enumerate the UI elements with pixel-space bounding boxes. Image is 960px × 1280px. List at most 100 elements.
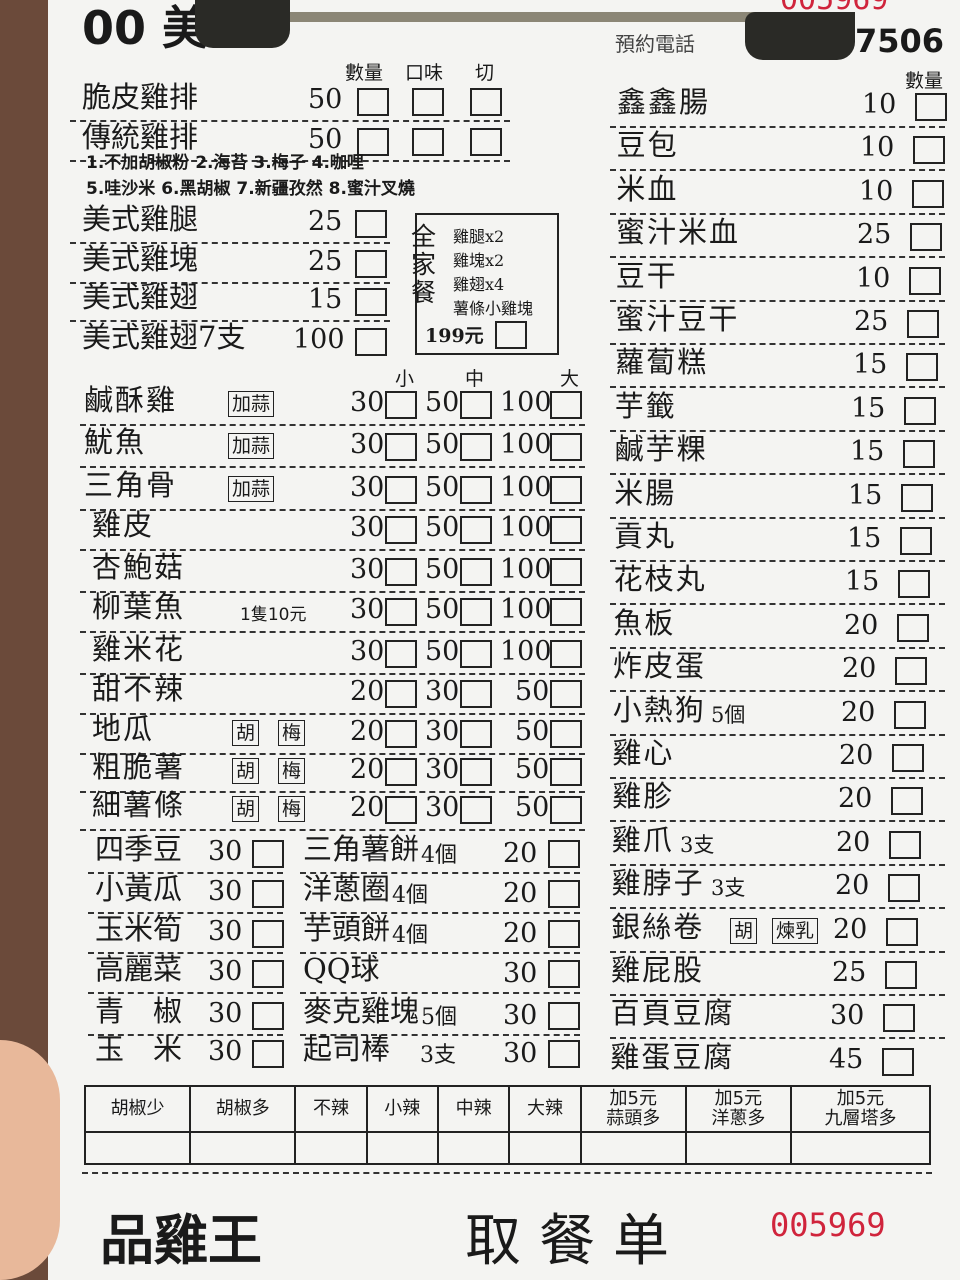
item-price: 25 xyxy=(854,306,889,337)
quantity-checkbox[interactable] xyxy=(460,433,492,461)
quantity-checkbox[interactable] xyxy=(892,744,924,772)
quantity-checkbox[interactable] xyxy=(252,1002,284,1030)
quantity-checkbox[interactable] xyxy=(357,88,389,116)
option-tag[interactable]: 加蒜 xyxy=(228,391,275,417)
option-tag[interactable]: 胡 xyxy=(232,720,260,746)
quantity-checkbox[interactable] xyxy=(460,516,492,544)
option-tag[interactable]: 胡 xyxy=(232,796,260,822)
quantity-checkbox[interactable] xyxy=(385,680,417,708)
option-tag[interactable]: 煉乳 xyxy=(772,917,819,944)
quantity-checkbox[interactable] xyxy=(470,88,502,116)
quantity-checkbox[interactable] xyxy=(412,128,444,156)
quantity-checkbox[interactable] xyxy=(882,1047,914,1076)
quantity-checkbox[interactable] xyxy=(385,433,417,461)
quantity-checkbox[interactable] xyxy=(550,391,582,419)
quantity-checkbox[interactable] xyxy=(548,920,580,948)
quantity-checkbox[interactable] xyxy=(470,128,502,156)
quantity-checkbox[interactable] xyxy=(888,874,920,903)
quantity-checkbox[interactable] xyxy=(885,961,917,989)
quantity-checkbox[interactable] xyxy=(412,88,444,116)
option-checkbox-cell[interactable] xyxy=(294,1131,368,1165)
quantity-checkbox[interactable] xyxy=(252,880,284,908)
quantity-checkbox[interactable] xyxy=(909,266,941,295)
quantity-checkbox[interactable] xyxy=(385,391,417,419)
option-tag[interactable]: 加蒜 xyxy=(228,476,275,502)
quantity-checkbox[interactable] xyxy=(385,720,417,748)
quantity-checkbox[interactable] xyxy=(385,516,417,544)
quantity-checkbox[interactable] xyxy=(355,288,387,316)
option-checkbox-cell[interactable] xyxy=(189,1131,297,1165)
quantity-checkbox[interactable] xyxy=(904,396,936,425)
quantity-checkbox[interactable] xyxy=(550,598,582,626)
quantity-checkbox[interactable] xyxy=(385,796,417,824)
quantity-checkbox[interactable] xyxy=(385,598,417,626)
quantity-checkbox[interactable] xyxy=(385,758,417,786)
quantity-checkbox[interactable] xyxy=(883,1004,915,1033)
quantity-checkbox[interactable] xyxy=(900,527,932,555)
option-checkbox-cell[interactable] xyxy=(83,1131,192,1165)
quantity-checkbox[interactable] xyxy=(550,796,582,824)
quantity-checkbox[interactable] xyxy=(886,917,918,946)
quantity-checkbox[interactable] xyxy=(915,93,947,121)
quantity-checkbox[interactable] xyxy=(252,1040,284,1068)
option-checkbox-cell[interactable] xyxy=(508,1131,582,1165)
quantity-checkbox[interactable] xyxy=(460,758,492,786)
quantity-checkbox[interactable] xyxy=(901,483,933,512)
option-checkbox-cell[interactable] xyxy=(789,1131,932,1165)
quantity-checkbox[interactable] xyxy=(550,433,582,461)
quantity-checkbox[interactable] xyxy=(897,613,929,642)
quantity-checkbox[interactable] xyxy=(891,787,923,816)
option-tag[interactable]: 胡 xyxy=(232,758,260,784)
quantity-checkbox[interactable] xyxy=(460,476,492,504)
quantity-checkbox[interactable] xyxy=(548,840,580,868)
option-checkbox-cell[interactable] xyxy=(684,1131,792,1165)
quantity-checkbox[interactable] xyxy=(355,210,387,238)
quantity-checkbox[interactable] xyxy=(898,570,930,599)
quantity-checkbox[interactable] xyxy=(385,558,417,586)
quantity-checkbox[interactable] xyxy=(357,128,389,156)
quantity-checkbox[interactable] xyxy=(252,920,284,948)
quantity-checkbox[interactable] xyxy=(550,516,582,544)
quantity-checkbox[interactable] xyxy=(460,558,492,586)
quantity-checkbox[interactable] xyxy=(550,720,582,748)
quantity-checkbox[interactable] xyxy=(550,758,582,786)
quantity-checkbox[interactable] xyxy=(550,680,582,708)
quantity-checkbox[interactable] xyxy=(907,310,939,338)
quantity-checkbox[interactable] xyxy=(460,391,492,419)
combo-checkbox[interactable] xyxy=(495,321,527,349)
option-tag[interactable]: 梅 xyxy=(278,758,306,784)
quantity-checkbox[interactable] xyxy=(550,476,582,504)
quantity-checkbox[interactable] xyxy=(913,136,945,165)
quantity-checkbox[interactable] xyxy=(894,700,926,729)
quantity-checkbox[interactable] xyxy=(385,640,417,668)
quantity-checkbox[interactable] xyxy=(460,598,492,626)
quantity-checkbox[interactable] xyxy=(910,223,942,252)
quantity-checkbox[interactable] xyxy=(385,476,417,504)
quantity-checkbox[interactable] xyxy=(355,250,387,278)
option-tag[interactable]: 加蒜 xyxy=(228,433,275,459)
quantity-checkbox[interactable] xyxy=(548,1040,580,1068)
quantity-checkbox[interactable] xyxy=(252,960,284,988)
option-tag[interactable]: 梅 xyxy=(278,796,306,822)
quantity-checkbox[interactable] xyxy=(460,640,492,668)
quantity-checkbox[interactable] xyxy=(906,353,938,382)
quantity-checkbox[interactable] xyxy=(548,1002,580,1030)
quantity-checkbox[interactable] xyxy=(903,440,935,469)
quantity-checkbox[interactable] xyxy=(912,179,944,208)
option-checkbox-cell[interactable] xyxy=(365,1131,439,1165)
quantity-checkbox[interactable] xyxy=(460,796,492,824)
quantity-checkbox[interactable] xyxy=(889,830,921,859)
quantity-checkbox[interactable] xyxy=(550,640,582,668)
quantity-checkbox[interactable] xyxy=(460,680,492,708)
option-checkbox-cell[interactable] xyxy=(579,1131,687,1165)
option-tag[interactable]: 胡 xyxy=(730,917,758,944)
option-checkbox-cell[interactable] xyxy=(436,1131,511,1165)
quantity-checkbox[interactable] xyxy=(460,720,492,748)
quantity-checkbox[interactable] xyxy=(548,880,580,908)
quantity-checkbox[interactable] xyxy=(550,558,582,586)
option-tag[interactable]: 梅 xyxy=(278,720,306,746)
quantity-checkbox[interactable] xyxy=(548,960,580,988)
quantity-checkbox[interactable] xyxy=(355,328,387,356)
quantity-checkbox[interactable] xyxy=(252,840,284,868)
quantity-checkbox[interactable] xyxy=(895,657,927,686)
